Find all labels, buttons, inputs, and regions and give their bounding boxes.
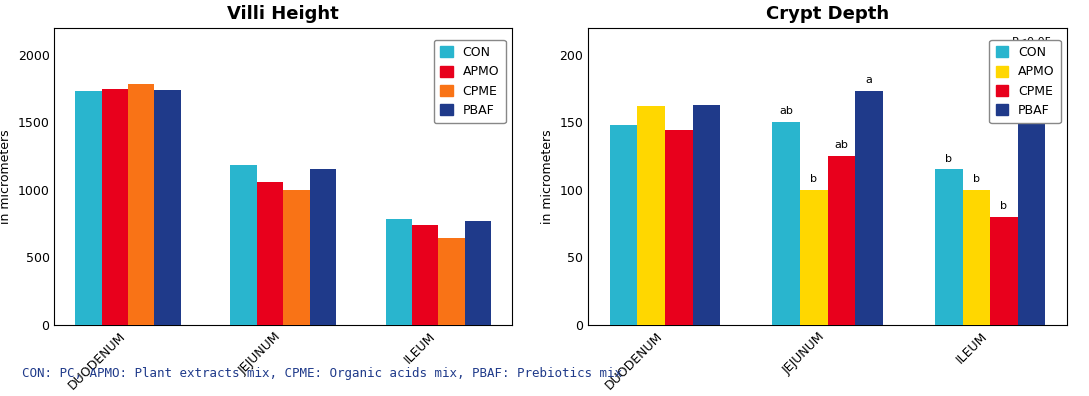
Bar <box>465 221 491 325</box>
Bar <box>693 105 720 325</box>
Legend: CON, APMO, CPME, PBAF: CON, APMO, CPME, PBAF <box>433 40 505 123</box>
Bar <box>665 130 693 325</box>
Bar <box>800 190 828 325</box>
Bar <box>1018 75 1045 325</box>
Text: P<0.05: P<0.05 <box>1012 36 1053 47</box>
Bar <box>75 91 101 325</box>
Text: b: b <box>810 174 818 184</box>
Text: b: b <box>972 174 980 184</box>
Title: Villi Height: Villi Height <box>228 6 339 23</box>
Bar <box>438 238 465 325</box>
Bar <box>772 122 800 325</box>
Bar <box>283 190 309 325</box>
Bar <box>412 225 438 325</box>
Bar <box>963 190 990 325</box>
Title: Crypt Depth: Crypt Depth <box>766 6 890 23</box>
Bar <box>637 106 665 325</box>
Text: a: a <box>1028 59 1035 69</box>
Bar <box>828 156 855 325</box>
Text: ab: ab <box>834 140 848 150</box>
Y-axis label: in micrometers: in micrometers <box>541 129 554 223</box>
Text: b: b <box>1001 201 1007 211</box>
Text: ab: ab <box>780 106 793 116</box>
Bar <box>155 90 181 325</box>
Bar <box>386 219 412 325</box>
Bar <box>101 89 129 325</box>
Bar <box>257 182 283 325</box>
Text: a: a <box>866 75 872 85</box>
Bar <box>231 166 257 325</box>
Text: CON: PC, APMO: Plant extracts mix, CPME: Organic acids mix, PBAF: Prebiotics mix: CON: PC, APMO: Plant extracts mix, CPME:… <box>22 367 622 380</box>
Legend: CON, APMO, CPME, PBAF: CON, APMO, CPME, PBAF <box>989 40 1061 123</box>
Bar <box>855 91 883 325</box>
Bar <box>990 217 1018 325</box>
Bar <box>309 169 335 325</box>
Bar <box>935 169 963 325</box>
Text: b: b <box>945 154 952 164</box>
Bar <box>610 125 637 325</box>
Y-axis label: in micrometers: in micrometers <box>0 129 12 223</box>
Bar <box>129 84 155 325</box>
